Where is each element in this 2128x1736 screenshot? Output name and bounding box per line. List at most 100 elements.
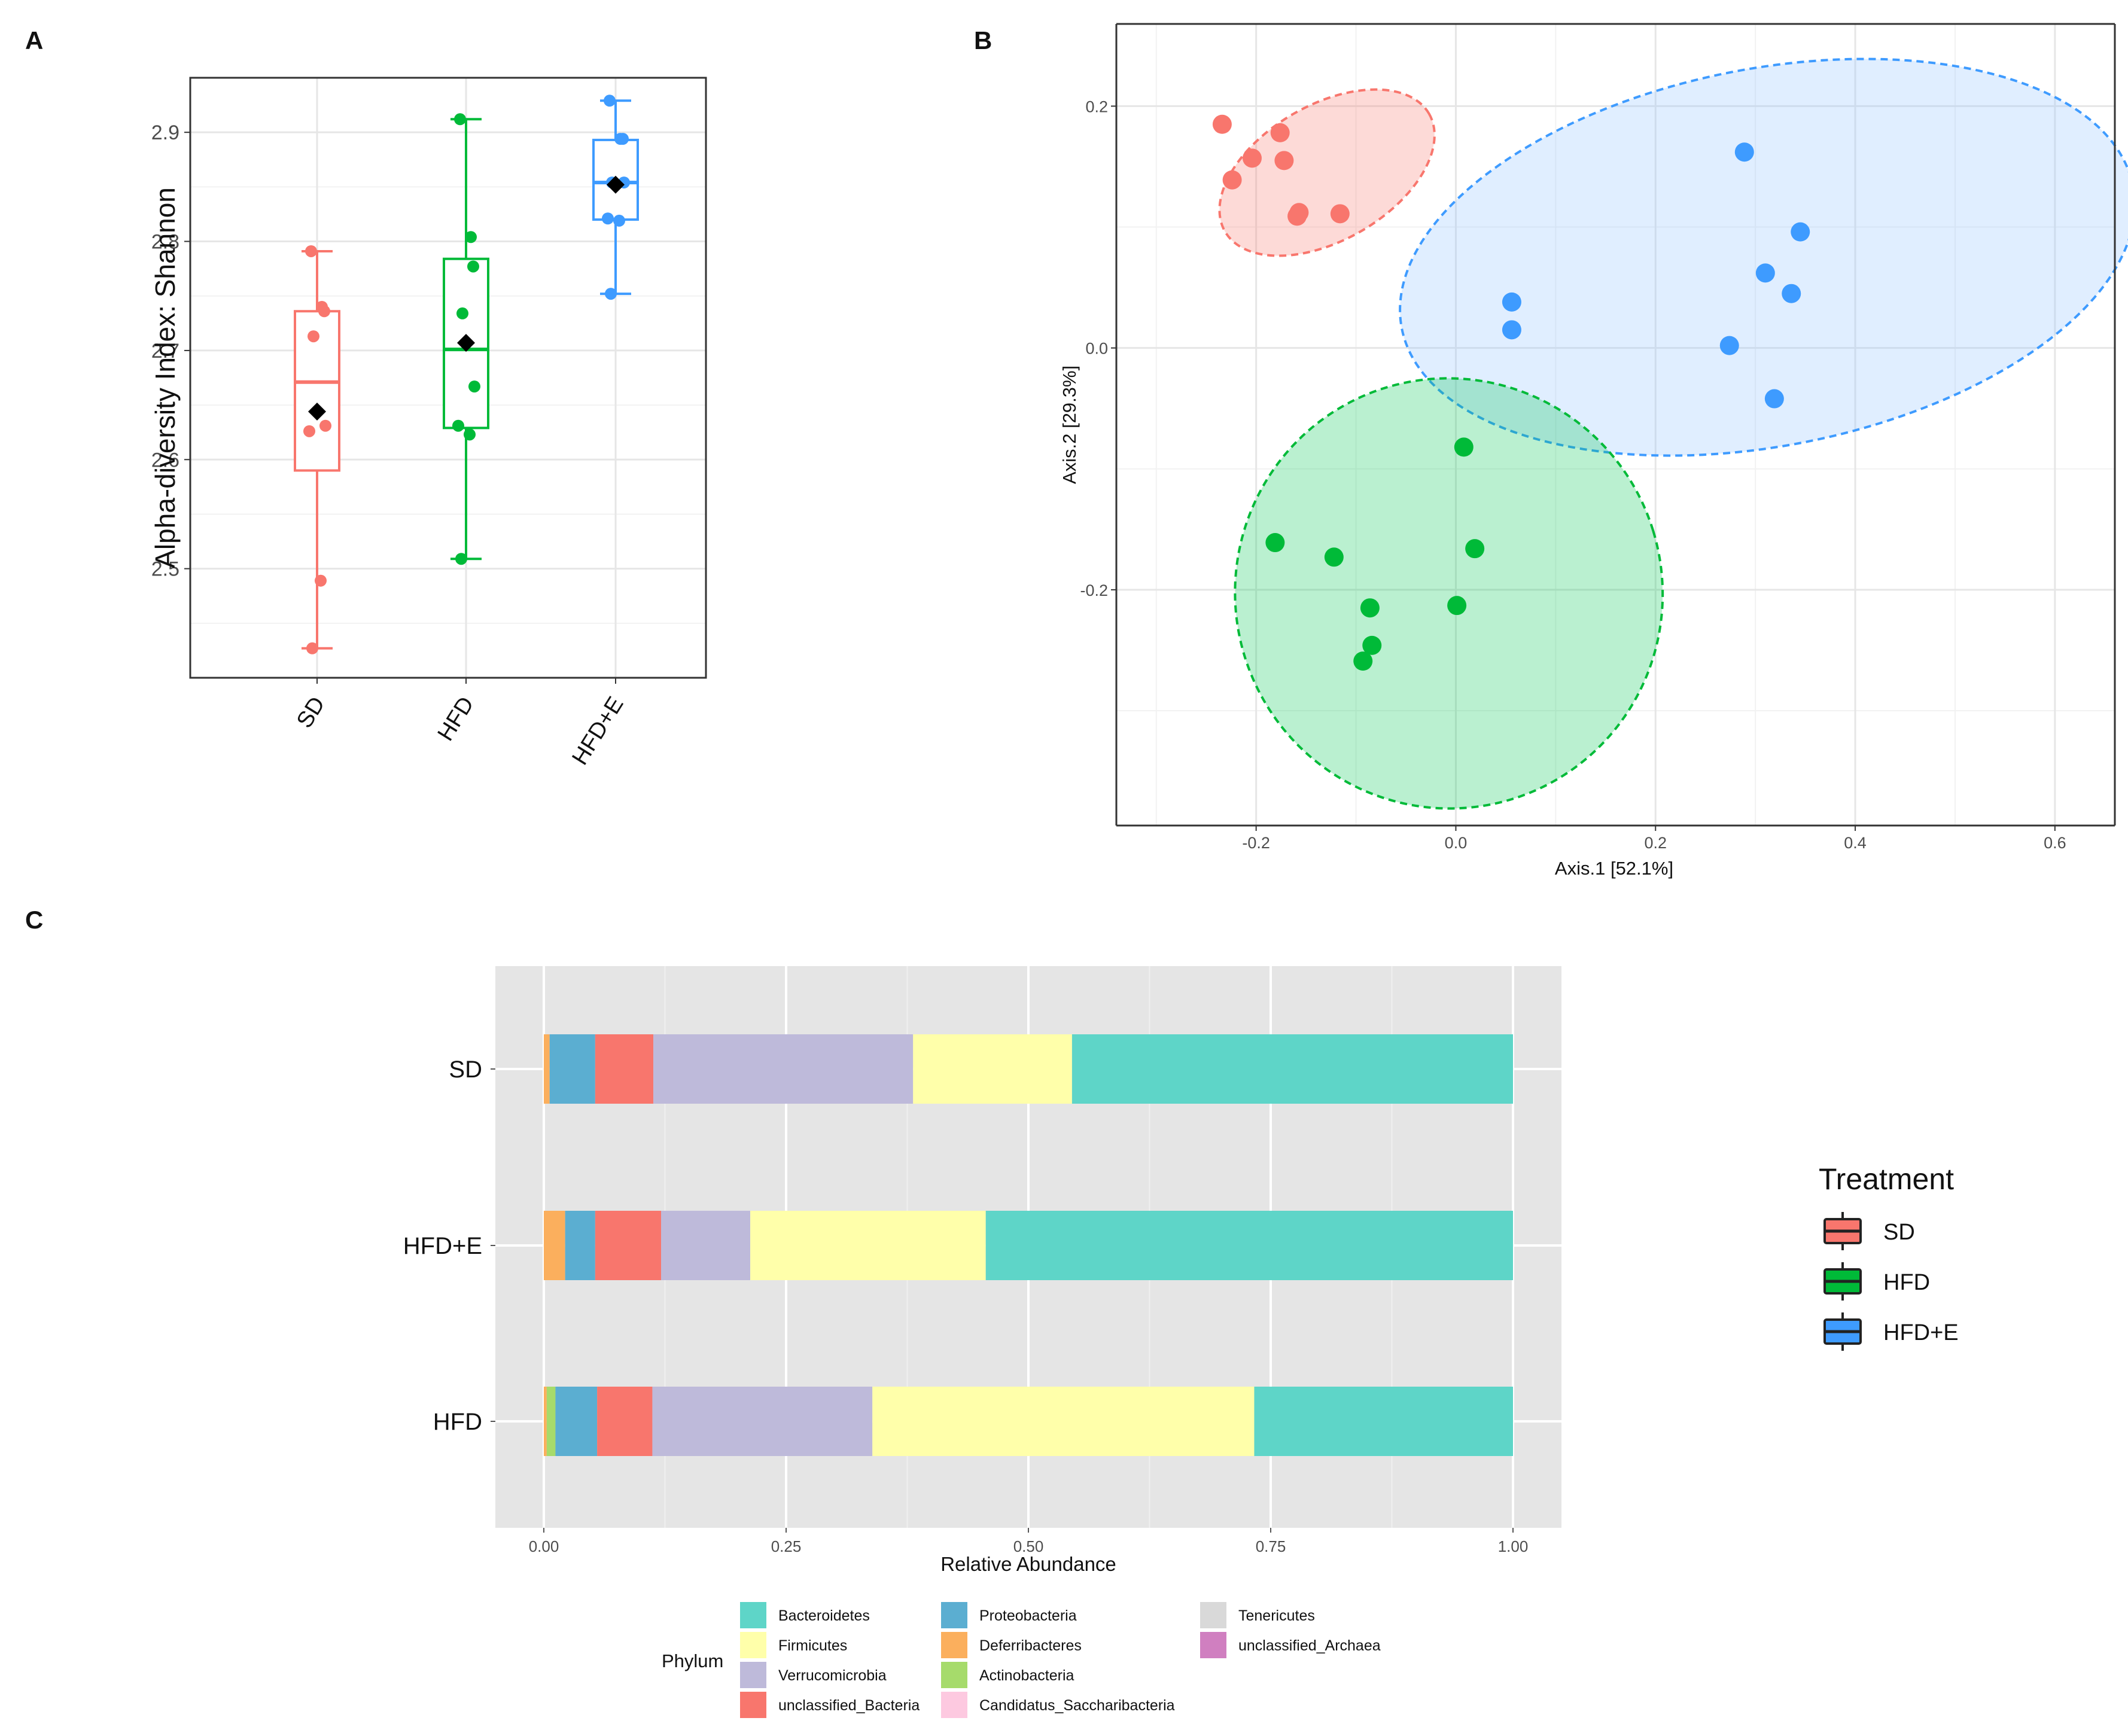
phylum-legend-swatch-candidatus-saccharibacteria <box>941 1692 967 1718</box>
point-hfd-pluse <box>1734 142 1754 162</box>
bar-segment-unclassified-bacteria-hfd-pluse <box>595 1211 662 1280</box>
point-hfd <box>1362 635 1382 655</box>
point-sd <box>303 425 315 437</box>
bar-segment-bacteroidetes-hfd-pluse <box>985 1211 1513 1280</box>
point-hfd <box>455 553 467 565</box>
point-hfd <box>467 260 479 273</box>
point-sd <box>1330 204 1350 224</box>
bar-segment-bacteroidetes-hfd <box>1254 1387 1513 1456</box>
bar-segment-firmicutes-hfd <box>872 1387 1255 1456</box>
bar-segment-proteobacteria-sd <box>549 1034 595 1104</box>
point-hfd-pluse <box>1782 284 1801 303</box>
phylum-legend-label-unclassified-archaea: unclassified_Archaea <box>1238 1637 1381 1654</box>
y-tick-label-hfd: HFD <box>433 1409 482 1435</box>
phylum-legend-label-tenericutes: Tenericutes <box>1238 1607 1315 1624</box>
x-tick-label-hfd-pluse: HFD+E <box>567 693 628 770</box>
phylum-legend-swatch-proteobacteria <box>941 1602 967 1628</box>
treatment-legend-title: Treatment <box>1819 1162 1954 1196</box>
y-tick-label: 2.6 <box>151 449 179 471</box>
treatment-legend: Treatment SD HFD HFD+E <box>1819 1162 1959 1351</box>
phylum-legend-swatch-deferribacteres <box>941 1632 967 1658</box>
point-hfd <box>468 380 480 393</box>
mean-marker-sd <box>308 403 326 421</box>
bar-segment-firmicutes-sd <box>913 1034 1072 1104</box>
point-hfd <box>454 113 466 126</box>
bar-segment-unclassified-bacteria-hfd <box>597 1387 653 1456</box>
bar-segment-deferribacteres-hfd-pluse <box>544 1211 565 1280</box>
point-hfd <box>1447 596 1467 616</box>
bar-segment-unclassified-bacteria-sd <box>595 1034 654 1104</box>
point-hfd <box>465 231 477 243</box>
bar-segment-actinobacteria-hfd <box>546 1387 556 1456</box>
mean-marker-hfd-pluse <box>607 175 625 194</box>
phylum-legend-label-deferribacteres: Deferribacteres <box>979 1637 1082 1654</box>
phylum-legend-label-bacteroidetes: Bacteroidetes <box>778 1607 870 1624</box>
phylum-legend-swatch-bacteroidetes <box>740 1602 766 1628</box>
point-hfd <box>1465 539 1485 559</box>
point-sd <box>308 330 319 343</box>
bar-segment-verrucomicrobia-hfd-pluse <box>661 1211 751 1280</box>
x-tick-label: 0.4 <box>1844 834 1867 852</box>
ellipse-hfd <box>1234 377 1664 810</box>
bar-segment-deferribacteres-sd <box>544 1034 550 1104</box>
bar-segment-deferribacteres-hfd <box>544 1387 547 1456</box>
y-tick-label: 2.7 <box>151 340 179 363</box>
point-sd <box>319 419 331 432</box>
point-hfd-pluse <box>1755 263 1775 283</box>
bar-segment-proteobacteria-hfd <box>555 1387 598 1456</box>
point-sd <box>305 245 317 257</box>
point-hfd <box>1360 598 1380 618</box>
phylum-legend-label-actinobacteria: Actinobacteria <box>979 1667 1074 1684</box>
y-axis-label: Alpha-diversity Index: Shannon <box>150 187 181 568</box>
x-tick-label: -0.2 <box>1242 834 1270 852</box>
point-hfd-pluse <box>604 95 616 107</box>
phylum-legend-swatch-firmicutes <box>740 1632 766 1658</box>
point-hfd <box>1265 533 1285 553</box>
phylum-legend-label-firmicutes: Firmicutes <box>778 1637 847 1654</box>
pcoa-scatter-plot: -0.2 0.0 0.2 0.4 0.6 -0.2 0.0 0.2 Axis.1 [52.1%]… <box>1059 23 2128 879</box>
point-sd <box>318 305 330 318</box>
panel-label-c: C <box>25 906 43 934</box>
panel-label-a: A <box>25 26 43 54</box>
bar-segment-proteobacteria-hfd-pluse <box>565 1211 595 1280</box>
alpha-diversity-boxplot: 2.5 2.6 2.7 2.8 2.9 SD HFD HFD+E Alpha-diversity… <box>150 77 707 770</box>
mean-marker-hfd <box>457 334 475 352</box>
bar-segment-verrucomicrobia-sd <box>653 1034 914 1104</box>
point-hfd-pluse <box>1502 320 1521 340</box>
treatment-legend-label-hfd-pluse: HFD+E <box>1883 1320 1959 1345</box>
phylum-legend-swatch-tenericutes <box>1200 1602 1226 1628</box>
point-hfd <box>452 419 464 432</box>
x-tick-label: 0.0 <box>1445 834 1468 852</box>
phylum-legend-swatch-actinobacteria <box>941 1662 967 1688</box>
phylum-legend: Phylum Bacteroidetes Firmicutes Verrucomicr… <box>662 1602 1381 1718</box>
point-hfd <box>456 307 468 319</box>
point-sd <box>1242 148 1262 168</box>
panel-label-b: B <box>974 26 992 54</box>
point-hfd <box>1353 651 1373 671</box>
bar-segment-verrucomicrobia-hfd <box>652 1387 873 1456</box>
phylum-legend-label-proteobacteria: Proteobacteria <box>979 1607 1077 1624</box>
phylum-legend-label-verrucomicrobia: Verrucomicrobia <box>778 1667 887 1684</box>
point-hfd-pluse <box>1764 389 1784 409</box>
point-hfd-pluse <box>1502 292 1521 312</box>
treatment-legend-label-hfd: HFD <box>1883 1270 1930 1295</box>
point-sd <box>1270 123 1290 142</box>
x-tick-label: 0.25 <box>771 1537 802 1555</box>
phylum-legend-label-unclassified-bacteria: unclassified_Bacteria <box>778 1697 920 1714</box>
x-tick-label-hfd: HFD <box>433 693 479 745</box>
x-tick-label: 0.00 <box>529 1537 559 1555</box>
point-hfd <box>464 428 476 441</box>
x-tick-label: 1.00 <box>1498 1537 1529 1555</box>
treatment-legend-label-sd: SD <box>1883 1220 1915 1245</box>
phylum-legend-swatch-unclassified-bacteria <box>740 1692 766 1718</box>
phylum-legend-title: Phylum <box>662 1650 723 1671</box>
y-tick-label-hfd-pluse: HFD+E <box>403 1233 482 1259</box>
y-tick-label: 2.5 <box>151 558 179 581</box>
point-hfd-pluse <box>1719 336 1739 355</box>
phylum-legend-swatch-verrucomicrobia <box>740 1662 766 1688</box>
phylum-legend-swatch-unclassified-archaea <box>1200 1632 1226 1658</box>
point-hfd-pluse <box>602 212 614 225</box>
plot-frame <box>189 77 707 679</box>
point-hfd-pluse <box>613 214 625 227</box>
bar-segment-bacteroidetes-sd <box>1071 1034 1513 1104</box>
